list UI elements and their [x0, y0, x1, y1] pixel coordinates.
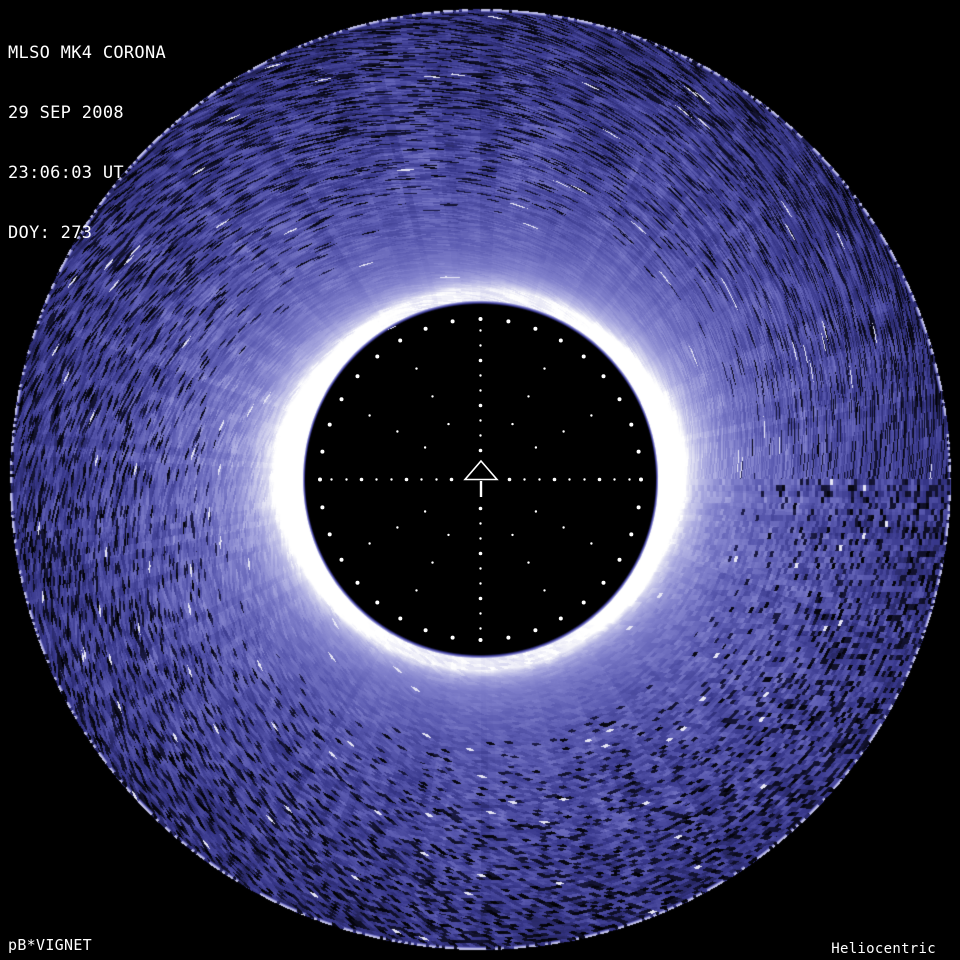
image-header: MLSO MK4 CORONA 29 SEP 2008 23:06:03 UT …: [8, 3, 166, 283]
day-of-year-label: DOY: 273: [8, 223, 93, 243]
scaling-info: pB*VIGNET MIN: -150.00 MAX: 500.00: [8, 905, 120, 960]
north-pointer-icon: [463, 459, 499, 497]
observation-time: 23:06:03 UT: [8, 163, 124, 183]
observation-date: 29 SEP 2008: [8, 103, 124, 123]
coordinate-system-label: Heliocentric: [831, 941, 936, 957]
fiducial-dots: [318, 317, 643, 642]
instrument-title: MLSO MK4 CORONA: [8, 43, 167, 63]
data-product-label: pB*VIGNET: [8, 936, 92, 954]
